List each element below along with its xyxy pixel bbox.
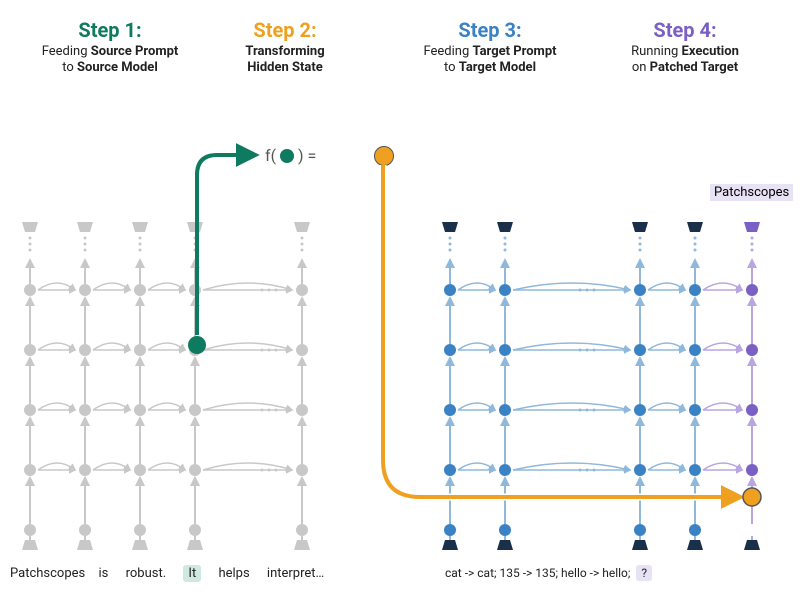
target-grid: [442, 222, 760, 550]
highlight-q: ?: [636, 565, 652, 581]
hidden-state-circle: [188, 336, 206, 354]
orange-arrow-line: [383, 165, 740, 497]
diagram-svg: [0, 0, 800, 599]
src-tokens: Patchscopes is robust. It helps interpre…: [10, 565, 360, 582]
source-grid: [22, 222, 310, 550]
green-arrow: [197, 155, 255, 335]
patch-circle: [743, 488, 761, 506]
orange-arrow: [383, 165, 740, 497]
tgt-prompt: cat -> cat; 135 -> 135; hello -> hello; …: [445, 565, 800, 581]
highlight-it: It: [183, 565, 201, 582]
